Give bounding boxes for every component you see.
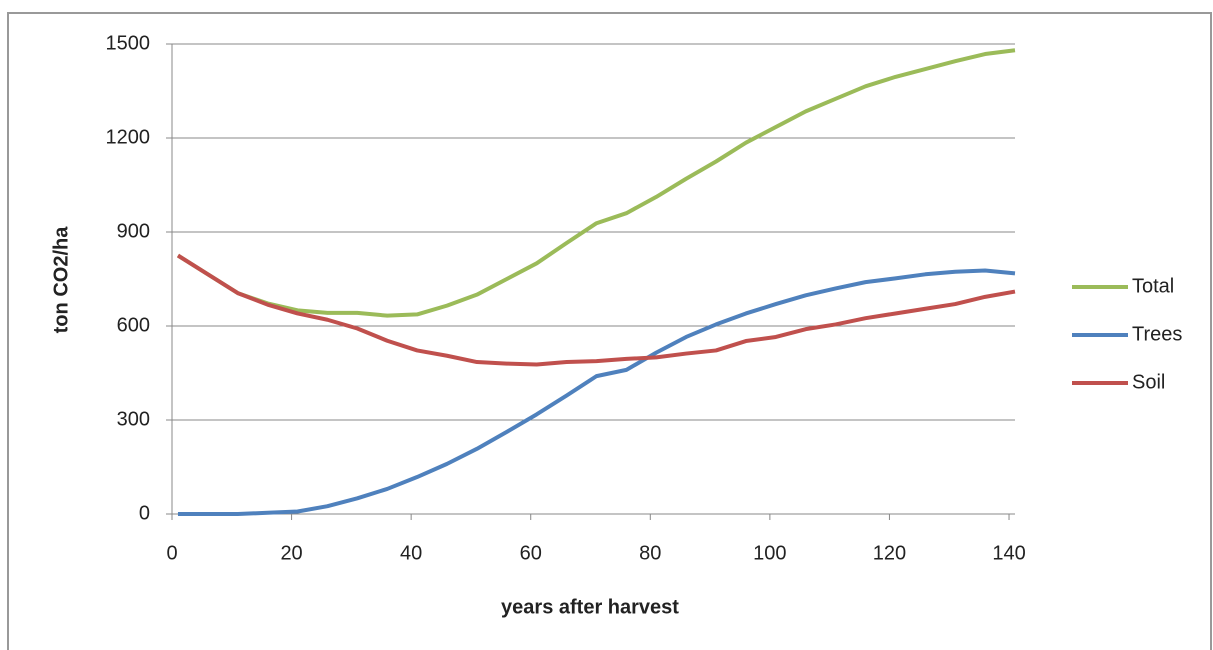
x-tick-label: 40 bbox=[400, 542, 422, 564]
chart-frame bbox=[7, 12, 1212, 650]
x-tick-label: 140 bbox=[992, 542, 1025, 564]
y-tick-label: 0 bbox=[139, 502, 150, 524]
series-line bbox=[176, 48, 1016, 318]
series-line bbox=[177, 268, 1016, 516]
x-tick-label: 80 bbox=[639, 542, 661, 564]
y-tick-label: 1500 bbox=[106, 32, 151, 54]
x-tick-label: 0 bbox=[166, 542, 177, 564]
x-tick-label: 60 bbox=[520, 542, 542, 564]
y-tick-label: 300 bbox=[117, 408, 150, 430]
legend-label: Total bbox=[1132, 275, 1174, 297]
legend-label: Trees bbox=[1132, 323, 1182, 345]
x-tick-label: 120 bbox=[873, 542, 906, 564]
y-axis-label: ton CO2/ha bbox=[50, 226, 72, 334]
x-tick-label: 100 bbox=[753, 542, 786, 564]
y-tick-label: 900 bbox=[117, 220, 150, 242]
legend-label: Soil bbox=[1132, 371, 1165, 393]
y-tick-label: 1200 bbox=[106, 126, 151, 148]
x-axis-label: years after harvest bbox=[501, 596, 679, 618]
series-line bbox=[176, 253, 1016, 367]
x-tick-label: 20 bbox=[280, 542, 302, 564]
y-tick-label: 600 bbox=[117, 314, 150, 336]
